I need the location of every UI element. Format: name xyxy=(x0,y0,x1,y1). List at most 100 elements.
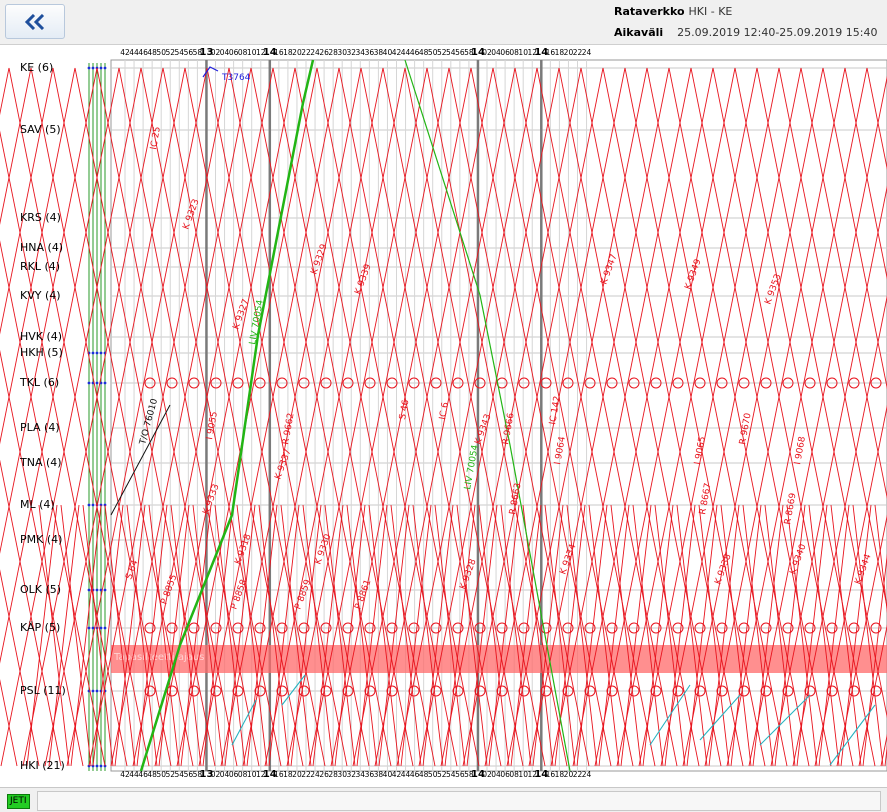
station-label[interactable]: RKL (4) xyxy=(20,260,61,273)
train-path xyxy=(236,504,268,767)
track-dot xyxy=(103,626,107,630)
train-path xyxy=(52,67,194,767)
time-tick-label: 04 xyxy=(220,48,230,57)
stop-marker xyxy=(276,685,288,697)
train-path xyxy=(488,504,520,767)
time-tick-label: 42 xyxy=(120,770,130,779)
station-label[interactable]: PMK (4) xyxy=(20,533,63,546)
stop-marker xyxy=(474,622,486,634)
train-path xyxy=(852,504,884,767)
train-path xyxy=(764,504,796,767)
time-tick-label: 42 xyxy=(392,770,402,779)
stop-marker xyxy=(144,685,156,697)
train-path xyxy=(708,504,740,767)
station-label[interactable]: KÄP (5) xyxy=(20,621,61,634)
train-path xyxy=(0,67,142,767)
stop-marker xyxy=(518,377,530,389)
time-tick-label: 50 xyxy=(428,770,438,779)
time-tick-label: 02 xyxy=(482,48,492,57)
time-tick-label: 44 xyxy=(129,770,139,779)
time-tick-label: 48 xyxy=(419,770,429,779)
interval-value: 25.09.2019 12:40-25.09.2019 15:40 xyxy=(677,26,878,39)
status-message-field xyxy=(37,791,881,811)
back-button[interactable] xyxy=(5,4,65,39)
train-path xyxy=(118,67,260,767)
stop-marker xyxy=(584,685,596,697)
stop-marker xyxy=(540,377,552,389)
station-label[interactable]: PSL (11) xyxy=(20,684,66,697)
stop-marker xyxy=(650,377,662,389)
time-tick-label: 12 xyxy=(256,770,266,779)
train-path xyxy=(808,504,840,767)
time-tick-label: 10 xyxy=(518,770,528,779)
train-path xyxy=(400,504,432,767)
stop-marker xyxy=(408,685,420,697)
track-dot xyxy=(99,764,103,768)
train-path xyxy=(830,504,862,767)
train-path xyxy=(74,67,216,767)
stop-marker xyxy=(254,622,266,634)
train-path xyxy=(682,67,824,767)
station-label[interactable]: HNA (4) xyxy=(20,241,64,254)
stop-marker xyxy=(628,377,640,389)
station-label[interactable]: HVK (4) xyxy=(20,330,63,343)
train-path xyxy=(0,130,128,767)
train-path-black xyxy=(110,404,171,516)
train-path xyxy=(638,67,780,767)
track-dot xyxy=(87,503,91,507)
station-label[interactable]: ML (4) xyxy=(20,498,55,511)
train-path xyxy=(756,67,887,719)
train-path xyxy=(0,569,40,767)
train-path xyxy=(522,504,554,767)
time-tick-label: 46 xyxy=(138,770,148,779)
train-path xyxy=(786,504,818,767)
time-tick-label: 10 xyxy=(247,770,257,779)
station-label[interactable]: OLK (5) xyxy=(20,583,62,596)
stop-marker xyxy=(474,377,486,389)
time-tick-label: 50 xyxy=(156,770,166,779)
station-label[interactable]: SAV (5) xyxy=(20,123,61,136)
station-label[interactable]: KVY (4) xyxy=(20,289,61,302)
train-path xyxy=(0,678,18,767)
stop-marker xyxy=(584,377,596,389)
train-path xyxy=(668,67,810,767)
train-path xyxy=(286,67,428,767)
time-tick-label: 52 xyxy=(165,770,175,779)
track-dot xyxy=(91,351,95,355)
train-path xyxy=(330,67,472,767)
stop-marker xyxy=(804,622,816,634)
stop-marker xyxy=(738,377,750,389)
stop-marker xyxy=(716,622,728,634)
train-path xyxy=(352,67,494,767)
stop-marker xyxy=(166,377,178,389)
stop-marker xyxy=(606,622,618,634)
stop-marker xyxy=(298,622,310,634)
station-label[interactable]: PLA (4) xyxy=(20,421,60,434)
station-label[interactable]: HKH (5) xyxy=(20,346,63,359)
track-dot xyxy=(99,66,103,70)
station-label[interactable]: HKI (21) xyxy=(20,759,65,772)
time-tick-label: 54 xyxy=(446,770,456,779)
train-path xyxy=(206,67,348,767)
time-tick-label: 24 xyxy=(582,48,592,57)
train-graph[interactable]: KE (6) SAV (5) KRS (4) HNA (4) RKL (4) KVY (4… xyxy=(0,45,887,787)
track-dot xyxy=(99,351,103,355)
stop-marker xyxy=(496,685,508,697)
station-label[interactable]: KE (6) xyxy=(20,61,54,74)
train-path xyxy=(610,504,642,767)
stop-marker xyxy=(760,685,772,697)
station-label[interactable]: TNA (4) xyxy=(20,456,62,469)
time-tick-label: 38 xyxy=(374,770,384,779)
time-tick-label: 46 xyxy=(138,48,148,57)
station-label[interactable]: TKL (6) xyxy=(20,376,60,389)
train-path xyxy=(558,67,700,767)
time-tick-label: 20 xyxy=(564,48,574,57)
train-path xyxy=(104,504,136,767)
train-graph-canvas[interactable]: 4242444446464848505052525454565658581313… xyxy=(0,45,887,787)
stop-marker xyxy=(430,685,442,697)
station-label[interactable]: KRS (4) xyxy=(20,211,61,224)
train-path xyxy=(126,504,158,767)
stop-marker xyxy=(672,685,684,697)
time-tick-label: 48 xyxy=(147,48,157,57)
time-tick-label: 14 xyxy=(471,769,485,780)
